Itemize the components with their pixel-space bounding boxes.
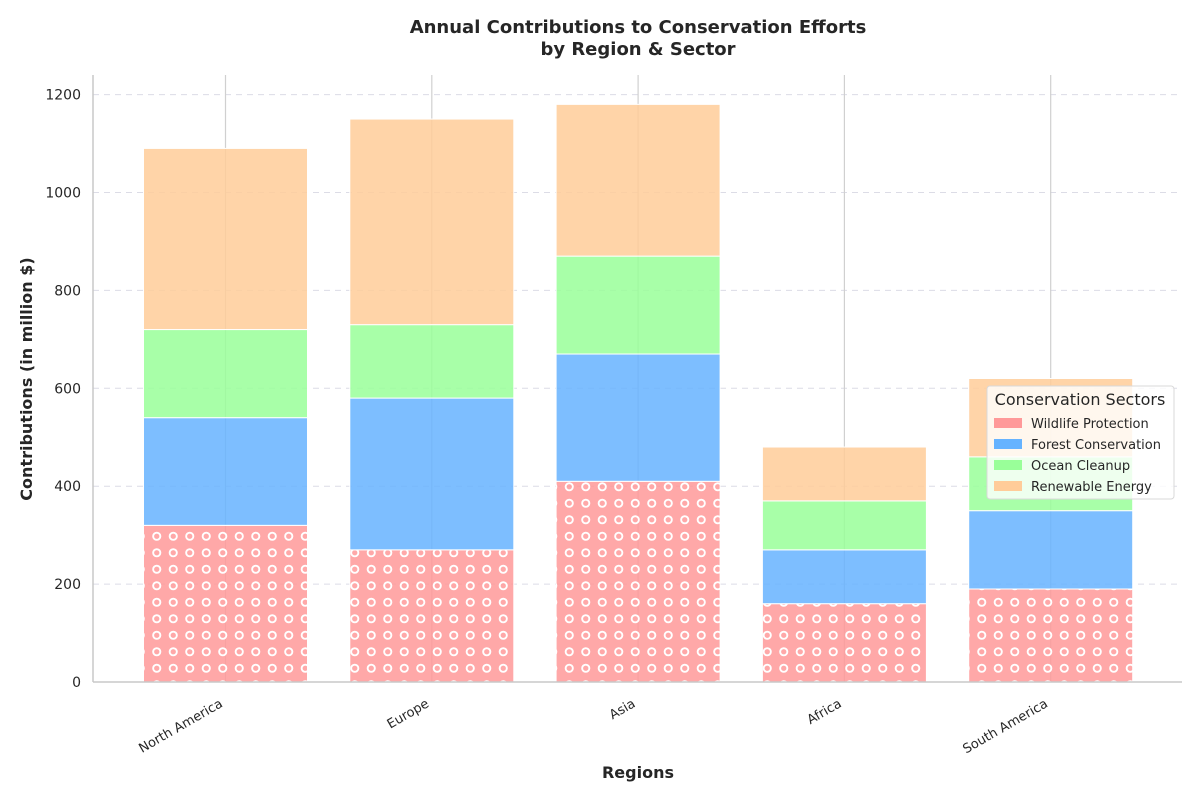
x-tick-label: North America	[136, 696, 225, 756]
bar-renewable-energy	[143, 147, 308, 331]
bar-forest-conservation	[761, 549, 927, 605]
bar-wildlife-protection	[143, 524, 308, 683]
legend-box	[986, 385, 1175, 500]
bar-wildlife-protection	[761, 603, 927, 683]
bar-wildlife-protection	[555, 480, 721, 683]
legend-swatch	[994, 460, 1022, 470]
legend-swatch	[994, 418, 1022, 428]
chart-title-line1: Annual Contributions to Conservation Eff…	[410, 17, 867, 38]
x-tick-label: South America	[960, 696, 1050, 757]
bar-ocean-cleanup	[143, 329, 308, 419]
y-tick-label: 600	[54, 381, 81, 397]
legend-swatch	[994, 439, 1022, 449]
bar-forest-conservation	[349, 397, 515, 551]
bar-forest-conservation	[555, 353, 721, 482]
bar-wildlife-protection	[968, 588, 1134, 683]
y-tick-label: 1200	[45, 88, 81, 104]
chart-title-line2: by Region & Sector	[540, 39, 735, 60]
bars	[143, 103, 1134, 683]
legend-title: Conservation Sectors	[995, 390, 1166, 409]
legend-entry: Renewable Energy	[1031, 480, 1152, 495]
x-axis-label: Regions	[602, 763, 674, 782]
bar-wildlife-protection	[349, 549, 515, 683]
bar-ocean-cleanup	[349, 324, 515, 399]
x-tick-label: Asia	[607, 696, 638, 723]
legend-swatch	[994, 481, 1022, 491]
legend-entry: Forest Conservation	[1031, 438, 1161, 453]
bar-forest-conservation	[968, 510, 1134, 590]
bar-ocean-cleanup	[555, 255, 721, 355]
legend: Conservation Sectors Wildlife Protection…	[986, 385, 1175, 500]
y-tick-label: 800	[54, 283, 81, 299]
bar-ocean-cleanup	[761, 500, 927, 551]
y-axis-label: Contributions (in million $)	[17, 257, 36, 500]
y-tick-label: 200	[54, 577, 81, 593]
y-tick-label: 0	[72, 675, 81, 691]
y-tick-label: 1000	[45, 185, 81, 201]
bar-renewable-energy	[555, 103, 721, 257]
y-tick-label: 400	[54, 479, 81, 495]
legend-entry: Ocean Cleanup	[1031, 459, 1130, 474]
bar-renewable-energy	[761, 446, 927, 502]
bar-forest-conservation	[143, 417, 308, 526]
x-tick-label: Europe	[385, 696, 432, 732]
bar-renewable-energy	[349, 118, 515, 326]
x-tick-label: Africa	[805, 696, 845, 728]
legend-entry: Wildlife Protection	[1031, 417, 1149, 432]
